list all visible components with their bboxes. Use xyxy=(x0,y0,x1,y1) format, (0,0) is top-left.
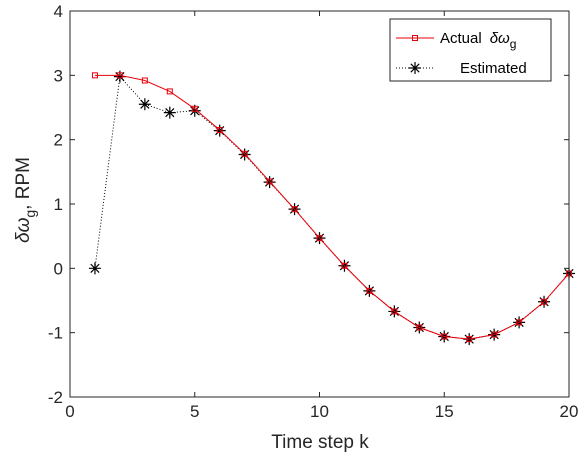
x-tick-label: 10 xyxy=(310,402,329,421)
y-tick-label: 3 xyxy=(54,66,63,85)
data-point-estimated xyxy=(138,98,151,111)
data-point-actual xyxy=(291,206,298,213)
x-tick-label: 0 xyxy=(65,402,74,421)
plot-area xyxy=(88,70,575,346)
data-point-actual xyxy=(316,235,323,242)
series-line-actual xyxy=(94,74,570,340)
y-tick-label: 2 xyxy=(54,131,63,150)
legend-marker-actual xyxy=(412,35,418,41)
data-point-actual xyxy=(391,308,398,315)
data-point-estimated xyxy=(188,104,201,117)
data-point-actual xyxy=(166,88,173,95)
data-point-actual xyxy=(91,72,98,79)
x-tick-label: 20 xyxy=(560,402,579,421)
data-point-actual xyxy=(266,178,273,185)
legend-label-actual: Actual δωg xyxy=(440,30,516,51)
y-axis-title-symbol: δω xyxy=(13,217,34,243)
legend-entry-estimated: Estimated xyxy=(396,60,527,77)
legend-label-estimated: Estimated xyxy=(460,60,527,77)
y-axis-title-unit: , RPM xyxy=(13,157,34,210)
x-tick-label: 5 xyxy=(190,402,199,421)
data-point-actual xyxy=(216,127,223,134)
x-axis-title: Time step k xyxy=(271,432,369,453)
data-point-actual xyxy=(116,72,123,79)
axes xyxy=(69,10,570,398)
data-point-actual xyxy=(191,105,198,112)
data-point-actual xyxy=(416,324,423,331)
tick-labels: 0 5 10 15 20 -2 -1 0 1 2 3 4 xyxy=(48,2,579,421)
data-point-estimated xyxy=(163,106,176,119)
data-point-actual xyxy=(441,333,448,340)
data-point-estimated xyxy=(113,70,126,83)
data-point-actual xyxy=(341,262,348,269)
data-point-actual xyxy=(541,298,548,305)
y-tick-label: -2 xyxy=(48,388,63,407)
legend-entry-actual: Actual δωg xyxy=(396,30,516,51)
legend-marker-estimated xyxy=(409,62,421,74)
x-tick-label: 15 xyxy=(435,402,454,421)
y-tick-label: 0 xyxy=(54,259,63,278)
data-point-actual xyxy=(516,319,523,326)
data-point-actual xyxy=(366,287,373,294)
legend-label-actual-subscript: g xyxy=(510,37,517,51)
data-point-estimated xyxy=(88,262,101,275)
legend-label-actual-name: Actual xyxy=(440,30,482,47)
y-axis-title-subscript: g xyxy=(22,210,38,218)
data-point-actual xyxy=(141,77,148,84)
legend: Actual δωg Estimated xyxy=(389,18,552,82)
y-tick-label: -1 xyxy=(48,324,63,343)
y-tick-label: 4 xyxy=(54,2,63,21)
data-point-actual xyxy=(241,150,248,157)
data-point-actual xyxy=(466,336,473,343)
data-point-actual xyxy=(491,331,498,338)
legend-label-actual-symbol: δω xyxy=(490,30,510,47)
y-tick-label: 1 xyxy=(54,195,63,214)
y-axis-title: δωg, RPM xyxy=(13,157,38,243)
